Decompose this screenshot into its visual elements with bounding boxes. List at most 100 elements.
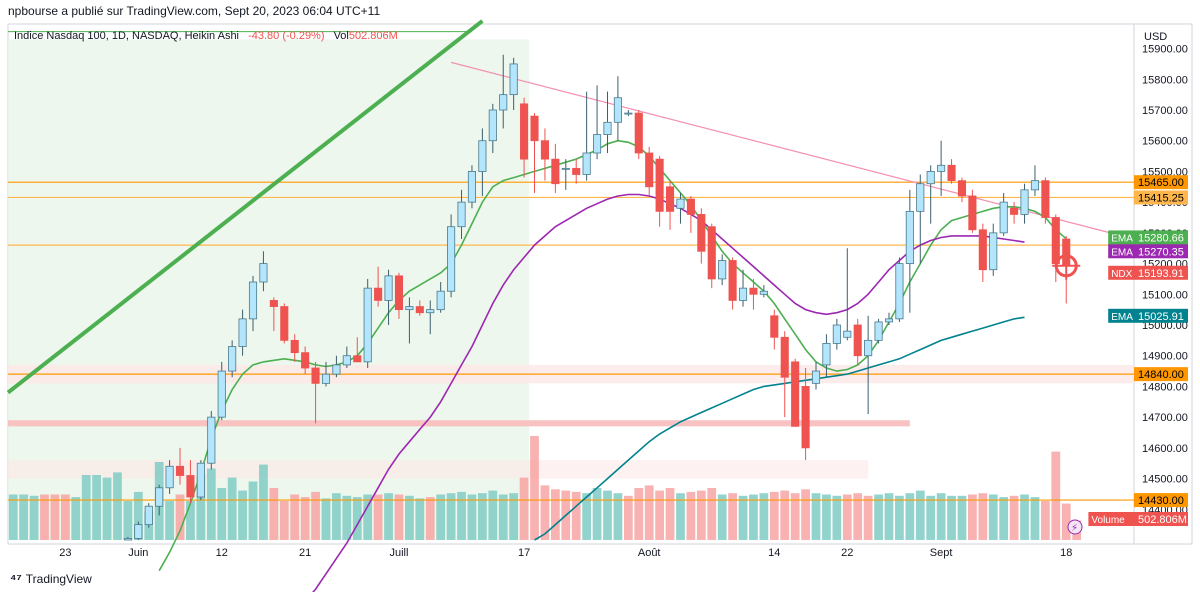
volume-bar (769, 491, 779, 540)
candle-body (1062, 238, 1071, 267)
candle-body (228, 346, 237, 372)
green-zone (8, 39, 530, 540)
volume-bar (957, 495, 967, 540)
y-tick-label: 15800.00 (1142, 74, 1188, 86)
volume-bar (926, 495, 936, 540)
candle-body (1010, 207, 1019, 215)
price-tag-value: 15270.35 (1138, 246, 1184, 258)
volume-bar (81, 475, 91, 540)
price-tag-name-bg (1088, 512, 1134, 526)
volume-bar (790, 493, 800, 540)
volume-bar (978, 493, 988, 540)
volume-bar (71, 497, 81, 540)
price-tag-name: NDX (1111, 269, 1132, 280)
tradingview-logo-icon: ⁴⁷ (10, 571, 22, 586)
ema-slow-line (534, 316, 1025, 541)
volume-bar (571, 491, 581, 540)
level-tag (1134, 190, 1188, 205)
candle-body (259, 263, 268, 283)
volume-bar (405, 495, 414, 540)
candle-body (551, 158, 560, 185)
volume-bar (206, 468, 216, 540)
volume-bar (415, 498, 425, 540)
candle-body (457, 201, 466, 228)
volume-bar (457, 491, 466, 540)
volume-bar (352, 497, 362, 540)
y-tick-label: 14700.00 (1142, 412, 1188, 424)
y-tick-label: 14800.00 (1142, 381, 1188, 393)
volume-label: Vol (333, 30, 349, 42)
footer-brand: ⁴⁷ TradingView (10, 571, 92, 586)
volume-bar (259, 464, 268, 540)
volume-bar (509, 493, 519, 540)
volume-bar (947, 495, 956, 540)
candle-body (593, 134, 602, 154)
candle-body (624, 112, 633, 115)
price-tag-name-bg (1108, 244, 1134, 259)
candle-body (957, 180, 967, 197)
volume-bar (19, 494, 29, 540)
volume-bar (749, 494, 758, 540)
instrument-label: Indice Nasdaq 100, 1D, NASDAQ, Heikin As… (14, 30, 240, 42)
candle-body (509, 63, 518, 96)
candle-body (134, 524, 143, 539)
volume-bar (123, 501, 133, 540)
volume-bar (436, 494, 446, 540)
volume-bar (384, 493, 393, 540)
ema-fast-line (158, 139, 1067, 572)
candle-body (843, 330, 852, 338)
volume-bar (1061, 503, 1071, 540)
price-tag-bg (1134, 265, 1188, 280)
y-tick-label: 14600.00 (1142, 443, 1188, 455)
candle-body (749, 287, 758, 295)
candle-body (738, 287, 748, 301)
red-zone-low (8, 460, 869, 479)
volume-bar (321, 498, 331, 540)
candle-body (342, 355, 351, 366)
candle-body (280, 306, 289, 341)
candle-body (478, 140, 487, 172)
x-tick-label: 18 (1060, 547, 1072, 559)
y-tick-label: 15000.00 (1142, 320, 1188, 332)
volume-bar (895, 495, 904, 540)
volume-bar (884, 493, 894, 540)
candle-body (363, 287, 372, 363)
volume-bar (1009, 495, 1019, 540)
candle-body (937, 164, 946, 172)
candle-body (123, 538, 132, 541)
green-trendline (6, 19, 484, 395)
level-tag (1134, 175, 1188, 190)
time-axis: 23 Juin 12 21 Juill 17 Août 14 22 Sept 18 (59, 547, 1072, 559)
ema-mid-line (312, 193, 1025, 592)
volume-bar (311, 491, 320, 540)
candle-body (175, 465, 185, 476)
candle-body (926, 171, 935, 185)
volume-bar (498, 494, 508, 540)
candle-body (447, 226, 456, 292)
candle-body (603, 121, 612, 135)
candle-body (196, 462, 205, 498)
volume-bar (644, 485, 654, 540)
candle-body (561, 167, 570, 170)
volume-bar (373, 494, 383, 540)
volume-bar (227, 477, 237, 540)
level-tag-label: 15415.25 (1138, 192, 1184, 204)
candle-body (916, 183, 925, 212)
candle-body (853, 324, 862, 357)
volume-bar (582, 493, 592, 540)
volume-bar (968, 494, 977, 540)
candle-body (864, 339, 873, 357)
volume-bar (279, 501, 289, 540)
volume-bar (60, 494, 70, 540)
volume-bar (936, 493, 946, 540)
volume-bar (874, 494, 883, 540)
candle-body (540, 140, 549, 160)
candle-body (759, 290, 768, 295)
volume-bar (29, 495, 39, 540)
candle-body (707, 226, 716, 280)
x-tick-label: 17 (518, 547, 530, 559)
publisher-line: npbourse a publié sur TradingView.com, S… (8, 4, 381, 18)
candle-body (686, 198, 695, 215)
change-value: -43.80 (-0.29%) (248, 30, 325, 42)
